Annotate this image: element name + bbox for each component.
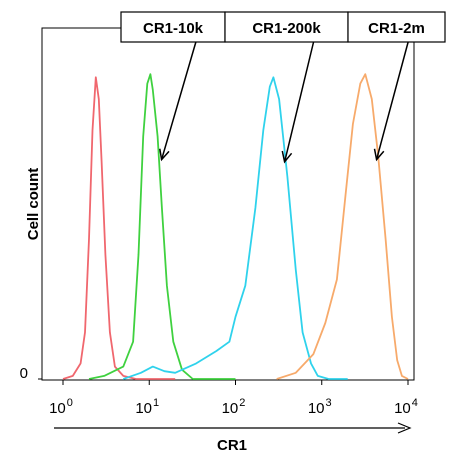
plot-frame xyxy=(41,27,415,381)
x-tick-label-0: 100 xyxy=(49,397,73,417)
x-tick-label-1: 101 xyxy=(135,397,159,417)
legend-arrow-head-2 xyxy=(373,148,385,162)
legend-arrow-head-1 xyxy=(281,150,293,164)
x-tick-label-2: 102 xyxy=(222,397,246,417)
legend-arrow-0 xyxy=(160,41,197,160)
legend-label-0: CR1-10k xyxy=(143,20,204,37)
series-group xyxy=(62,73,409,380)
legend-arrows xyxy=(159,41,409,164)
series-line-1 xyxy=(88,73,236,380)
series-line-0 xyxy=(62,76,176,380)
x-axis-arrow-head xyxy=(397,422,412,434)
legend-box-1 xyxy=(224,11,349,43)
legend-box-2 xyxy=(347,11,446,43)
x-tick-label-3: 103 xyxy=(308,397,332,417)
y-tick-label-0: 0 xyxy=(20,365,28,382)
legend-arrow-head-0 xyxy=(159,148,170,162)
x-axis-ticks: 100 101 102 103 104 xyxy=(49,380,418,417)
y-axis-label: Cell count xyxy=(25,168,42,241)
x-tick-label-4: 104 xyxy=(394,397,418,417)
series-line-3 xyxy=(276,73,409,380)
legend-label-2: CR1-2m xyxy=(368,20,425,37)
legend-label-1: CR1-200k xyxy=(252,20,321,37)
y-axis-ticks: 0 xyxy=(20,365,42,382)
x-axis-label: CR1 xyxy=(217,437,247,454)
legend-arrow-2 xyxy=(375,41,409,160)
series-line-2 xyxy=(123,76,348,380)
legend-box-0 xyxy=(120,11,226,43)
legend-arrow-1 xyxy=(283,41,315,162)
legend: CR1-10k CR1-200k CR1-2m xyxy=(120,11,446,43)
